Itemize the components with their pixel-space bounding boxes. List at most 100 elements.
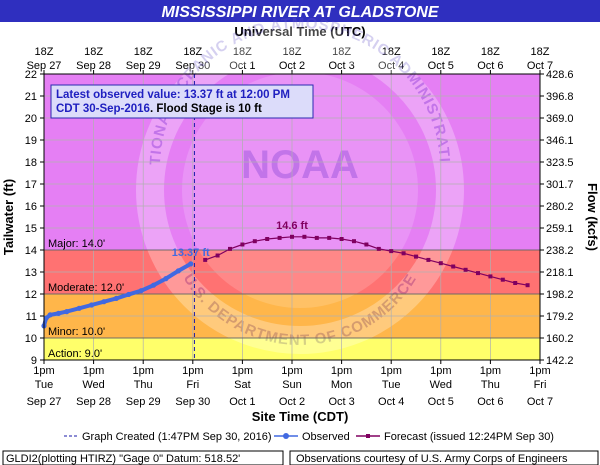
top-axis-title: Universal Time (UTC) <box>234 24 365 39</box>
forecast-point <box>401 251 406 256</box>
left-tick-label: 16 <box>25 201 37 213</box>
legend: Graph Created (1:47PM Sep 30, 2016) Obse… <box>64 431 554 443</box>
left-tick-label: 17 <box>25 179 37 191</box>
observed-point <box>47 312 53 318</box>
forecast-point <box>215 253 220 258</box>
left-tick-label: 20 <box>25 113 37 125</box>
title-bar <box>0 0 600 22</box>
forecast-point <box>451 264 456 269</box>
forecast-point <box>463 267 468 272</box>
forecast-point <box>302 234 307 239</box>
right-tick-label: 346.1 <box>546 135 574 147</box>
footer-credit: Observations courtesy of U.S. Army Corps… <box>296 453 568 465</box>
bottom-tick-label: Sep 28 <box>76 396 111 408</box>
bottom-tick-label: Oct 6 <box>477 396 503 408</box>
bottom-tick-label: Sep 27 <box>27 396 62 408</box>
bottom-tick-label: Fri <box>186 379 199 391</box>
left-tick-label: 21 <box>25 91 37 103</box>
top-tick-label: 18Z <box>84 46 103 58</box>
top-tick-label: Oct 5 <box>428 60 454 72</box>
left-tick-label: 18 <box>25 157 37 169</box>
bottom-tick-label: Oct 2 <box>279 396 305 408</box>
forecast-point <box>525 283 530 288</box>
top-tick-label: Oct 1 <box>229 60 255 72</box>
legend-forecast-marker <box>366 434 370 438</box>
bottom-tick-label: 1pm <box>281 365 302 377</box>
observed-point <box>64 309 70 315</box>
forecast-point <box>389 249 394 254</box>
observed-point <box>163 276 169 282</box>
bottom-tick-label: Oct 5 <box>428 396 454 408</box>
latest-observed-text: Latest observed value: 13.37 ft at 12:00… <box>56 89 290 101</box>
left-tick-label: 12 <box>25 289 37 301</box>
legend-created: Graph Created (1:47PM Sep 30, 2016) <box>82 431 272 443</box>
right-tick-label: 142.2 <box>546 355 574 367</box>
stage-band-label: Major: 14.0' <box>48 238 105 250</box>
forecast-point <box>327 235 332 240</box>
forecast-point <box>252 239 257 244</box>
bottom-tick-label: Fri <box>534 379 547 391</box>
left-tick-label: 11 <box>26 311 37 323</box>
forecast-series <box>203 234 530 288</box>
forecast-point <box>265 237 270 241</box>
chart-title: MISSISSIPPI RIVER AT GLADSTONE <box>161 4 439 21</box>
observed-series <box>41 261 194 329</box>
observed-point <box>76 305 82 311</box>
bottom-tick-label: Sep 30 <box>175 396 210 408</box>
top-tick-label: Oct 6 <box>477 60 503 72</box>
top-tick-label: Sep 27 <box>27 60 62 72</box>
bottom-tick-label: Tue <box>35 379 54 391</box>
right-tick-label: 280.2 <box>546 201 574 213</box>
forecast-point <box>352 239 356 244</box>
stage-band-label: Moderate: 12.0' <box>48 282 124 294</box>
bottom-tick-label: Thu <box>481 379 500 391</box>
stage-band-label: Minor: 10.0' <box>48 326 105 338</box>
flood-stage-text: CDT 30-Sep-2016. Flood Stage is 10 ft <box>56 103 262 115</box>
top-axis-ticks: 18Z Sep 27 18Z Sep 28 18Z Sep 29 18Z Sep 30 18Z O… <box>27 46 553 74</box>
forecast-point <box>376 246 381 251</box>
forecast-point <box>426 257 431 262</box>
bottom-tick-label: 1pm <box>430 365 451 377</box>
top-tick-label: Oct 7 <box>527 60 553 72</box>
bottom-tick-label: Sun <box>282 379 302 391</box>
left-tick-label: 9 <box>31 355 37 367</box>
bottom-tick-label: Oct 1 <box>229 396 255 408</box>
forecast-point <box>203 257 208 262</box>
bottom-tick-label: Oct 3 <box>328 396 354 408</box>
top-tick-label: Oct 4 <box>378 60 404 72</box>
value-annotations: 13.37 ft 14.6 ft <box>172 220 308 259</box>
forecast-point <box>488 274 493 279</box>
right-tick-label: 259.1 <box>546 223 574 235</box>
top-tick-label: Sep 28 <box>76 60 111 72</box>
bottom-tick-label: 1pm <box>83 365 104 377</box>
bottom-tick-label: 1pm <box>33 365 54 377</box>
observed-point <box>43 315 49 321</box>
bottom-tick-label: Tue <box>382 379 401 391</box>
right-tick-label: 198.2 <box>546 289 574 301</box>
top-tick-label: 18Z <box>431 46 450 58</box>
stage-band-label: Action: 9.0' <box>48 348 102 360</box>
bottom-tick-label: Wed <box>430 379 452 391</box>
bottom-axis-ticks: 1pm Tue Sep 27 1pm Wed Sep 28 1pm Thu Sep 29 1pm F… <box>27 360 553 408</box>
top-tick-label: Oct 2 <box>279 60 305 72</box>
right-tick-label: 323.5 <box>546 157 574 169</box>
bottom-tick-label: Sep 29 <box>126 396 161 408</box>
bottom-tick-label: 1pm <box>480 365 501 377</box>
observed-point <box>101 299 107 305</box>
left-tick-label: 10 <box>25 333 37 345</box>
legend-observed: Observed <box>302 431 350 443</box>
forecast-point <box>228 246 232 251</box>
legend-forecast: Forecast (issued 12:24PM Sep 30) <box>384 431 554 443</box>
right-tick-label: 179.2 <box>546 311 574 323</box>
value-annotation: 13.37 ft <box>172 247 210 259</box>
observed-point <box>113 295 119 301</box>
observed-point <box>55 310 62 316</box>
bottom-axis-title: Site Time (CDT) <box>252 409 349 424</box>
bottom-tick-label: Oct 7 <box>527 396 553 408</box>
gridlines <box>44 74 540 360</box>
stage-band-labels: Major: 14.0' Moderate: 12.0' Minor: 10.0' A… <box>48 238 124 360</box>
forecast-point <box>500 277 505 282</box>
forecast-point <box>314 235 319 240</box>
top-tick-label: 18Z <box>283 46 302 58</box>
footer-datum: GLDI2(plotting HTIRZ) "Gage 0" Datum: 51… <box>6 453 240 465</box>
